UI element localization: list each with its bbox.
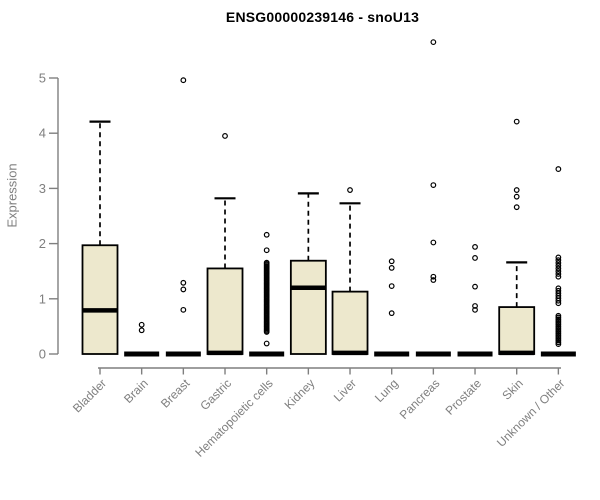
outlier-dot xyxy=(555,319,562,326)
outlier-dot xyxy=(555,285,562,292)
outlier-dot xyxy=(513,204,520,211)
outlier-dot xyxy=(555,268,562,275)
x-category-label: Brain xyxy=(121,376,151,406)
outlier-dot xyxy=(263,247,270,254)
y-tick-label: 5 xyxy=(39,71,46,86)
outlier-dot xyxy=(138,327,145,334)
flat-box-4 xyxy=(249,351,285,357)
outlier-dot xyxy=(555,318,562,325)
outlier-dot xyxy=(555,312,562,319)
outlier-dot xyxy=(180,306,187,313)
outlier-dot xyxy=(555,337,562,344)
outlier-dot xyxy=(555,257,562,264)
outlier-dot xyxy=(472,244,478,250)
outlier-dot xyxy=(555,273,562,280)
outlier-dot xyxy=(555,262,562,269)
outlier-dot xyxy=(555,335,562,342)
outlier-dot xyxy=(555,314,562,321)
flat-box-11 xyxy=(540,351,576,357)
outlier-dot xyxy=(430,273,437,280)
x-category-label: Bladder xyxy=(70,376,109,415)
y-tick-label: 0 xyxy=(39,347,46,362)
x-category-label: Hematopoietic cells xyxy=(192,376,275,459)
outlier-dot xyxy=(555,327,562,333)
x-category-label: Breast xyxy=(158,376,193,411)
outlier-dot xyxy=(513,187,520,193)
outlier-dot xyxy=(555,323,562,330)
flat-box-2 xyxy=(165,351,201,357)
x-category-label: Kidney xyxy=(282,376,318,412)
outlier-dot xyxy=(555,287,562,294)
box-rect-6 xyxy=(331,290,369,355)
flat-box-7 xyxy=(374,351,410,357)
outlier-dot xyxy=(472,255,478,261)
outlier-dot xyxy=(388,310,395,317)
outlier-dot xyxy=(555,339,562,346)
outlier-dot xyxy=(555,332,562,339)
outlier-dot xyxy=(180,77,187,84)
outlier-dot xyxy=(472,306,478,313)
flat-box-9 xyxy=(457,351,493,357)
outlier-dot xyxy=(263,340,270,347)
outlier-dot xyxy=(263,259,270,266)
outlier-dot xyxy=(180,279,187,286)
box-rect-10 xyxy=(498,306,536,355)
outlier-dot xyxy=(472,303,478,309)
outlier-dot xyxy=(388,264,395,271)
outlier-dot xyxy=(555,166,562,172)
outlier-dot xyxy=(555,260,562,266)
outlier-dot xyxy=(472,283,478,290)
outlier-dot xyxy=(138,321,145,328)
outlier-dot xyxy=(388,258,395,265)
outlier-dot xyxy=(222,133,228,139)
outlier-dot xyxy=(180,286,187,293)
outlier-dot xyxy=(513,193,520,200)
box-rect-3 xyxy=(206,267,244,355)
outlier-dot xyxy=(430,239,437,246)
outlier-dot xyxy=(388,283,395,290)
outlier-dot xyxy=(513,118,520,125)
outlier-dot xyxy=(430,39,437,46)
x-category-label: Gastric xyxy=(197,376,234,413)
outlier-dot xyxy=(555,265,562,272)
outlier-dot xyxy=(555,271,562,277)
outlier-dot xyxy=(555,341,562,347)
outlier-dot xyxy=(263,231,270,238)
x-category-label: Prostate xyxy=(443,376,485,418)
outlier-dot xyxy=(555,316,562,323)
outlier-dot xyxy=(555,334,562,340)
outlier-dot xyxy=(430,277,437,283)
x-category-label: Skin xyxy=(499,376,525,402)
outlier-dot xyxy=(555,321,562,328)
outlier-dot xyxy=(555,328,562,335)
outlier-dot xyxy=(555,254,562,261)
y-tick-label: 2 xyxy=(39,236,46,251)
x-category-label: Liver xyxy=(331,376,359,404)
outlier-dot xyxy=(430,182,437,188)
flat-box-8 xyxy=(415,351,451,357)
x-category-label: Pancreas xyxy=(397,376,443,422)
box-rect-5 xyxy=(289,259,327,355)
chart-title: ENSG00000239146 - snoU13 xyxy=(225,9,420,25)
y-tick-label: 1 xyxy=(39,291,46,306)
x-category-label: Lung xyxy=(372,376,401,405)
outlier-dot xyxy=(555,330,562,337)
box-rect-0 xyxy=(81,244,119,355)
y-tick-label: 3 xyxy=(39,181,46,196)
outlier-dot xyxy=(347,187,353,193)
flat-box-1 xyxy=(124,351,160,357)
outlier-dot xyxy=(555,325,562,332)
y-tick-label: 4 xyxy=(39,126,46,141)
